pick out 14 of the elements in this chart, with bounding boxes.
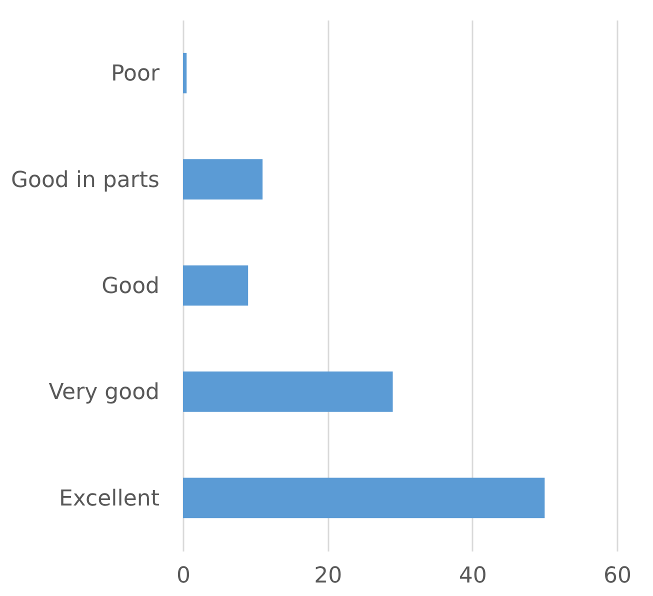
y-tick-label: Very good [48, 380, 160, 406]
bar [183, 159, 263, 200]
bar [183, 52, 187, 94]
x-tick-label: 20 [314, 564, 342, 588]
y-tick-label: Excellent [59, 486, 160, 512]
bar [183, 372, 393, 412]
y-tick-label: Good [102, 274, 160, 299]
y-tick-label: Good in parts [10, 168, 160, 193]
bar [183, 265, 248, 306]
x-tick-label: 0 [176, 564, 190, 588]
bar [183, 478, 545, 518]
x-tick-label: 60 [604, 564, 632, 588]
x-tick-label: 40 [458, 564, 487, 588]
y-tick-label: Poor [111, 62, 160, 87]
